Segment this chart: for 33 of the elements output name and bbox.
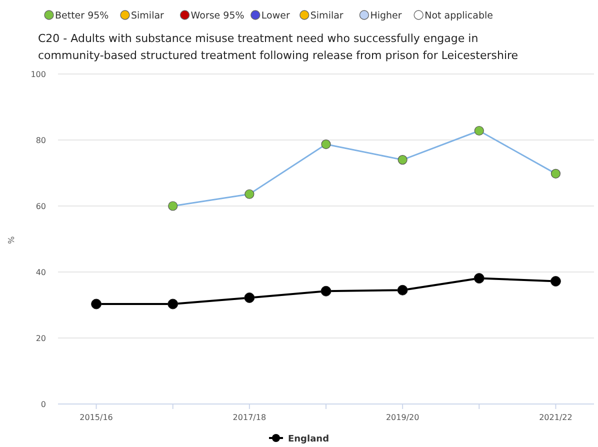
legend-label: Worse 95% bbox=[190, 10, 244, 22]
point bbox=[474, 273, 484, 284]
point bbox=[398, 155, 408, 165]
point bbox=[550, 276, 561, 286]
point bbox=[474, 126, 484, 136]
legend-label: Similar bbox=[131, 10, 164, 22]
point bbox=[321, 139, 331, 150]
legend-label: Better 95% bbox=[55, 10, 109, 22]
y-tick-label: 0 bbox=[40, 400, 46, 409]
point bbox=[168, 298, 178, 310]
y-axis-title: % bbox=[7, 236, 16, 244]
x-tick-label: 2017/18 bbox=[232, 413, 266, 422]
y-tick-label: 40 bbox=[36, 268, 46, 277]
x-tick-label: 2015/16 bbox=[80, 413, 113, 422]
legend-label: Lower bbox=[261, 10, 290, 22]
y-tick-label: 60 bbox=[36, 202, 46, 211]
legend-label: Similar bbox=[310, 10, 344, 22]
point bbox=[550, 168, 561, 178]
point bbox=[244, 292, 255, 303]
y-tick-label: 20 bbox=[36, 334, 46, 343]
point bbox=[168, 201, 178, 211]
y-tick-label: 100 bbox=[30, 70, 46, 79]
point bbox=[320, 286, 332, 296]
x-tick-label: 2019/20 bbox=[386, 413, 420, 422]
point bbox=[91, 298, 102, 310]
x-tick-label: 2021/22 bbox=[539, 413, 572, 422]
point bbox=[244, 189, 254, 199]
legend-label: Higher bbox=[370, 10, 402, 22]
point bbox=[397, 284, 408, 296]
legend-label: England bbox=[288, 434, 330, 444]
legend-label: Not applicable bbox=[424, 10, 494, 22]
chart-title: C20 - Adults with substance misuse treatment need who successfully engage in community-based structured treatment following release from prison for Leicestershire bbox=[38, 32, 518, 62]
y-tick-label: 80 bbox=[36, 136, 46, 145]
